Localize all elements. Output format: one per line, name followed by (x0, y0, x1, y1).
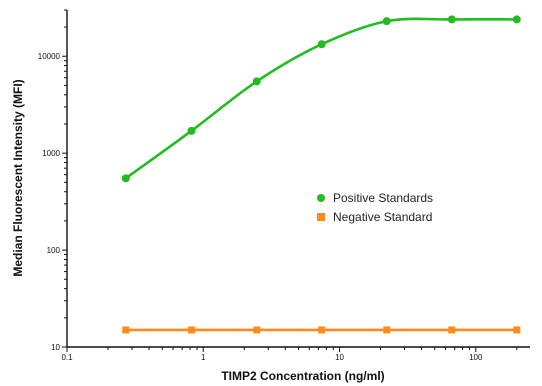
positive-standard-point (121, 174, 130, 183)
positive-standard-point (187, 126, 196, 135)
series-markers (121, 15, 521, 334)
negative-standard-point (383, 326, 391, 334)
positive-standard-point (512, 15, 521, 24)
x-tick-label: 10 (335, 353, 344, 362)
x-axis-title: TIMP2 Concentration (ng/ml) (221, 369, 384, 383)
positive-standard-point (317, 40, 326, 49)
y-tick-label: 1000 (42, 149, 60, 158)
series-lines (125, 17, 517, 332)
negative-standard-point (318, 326, 326, 334)
negative-standard-point (188, 326, 196, 334)
positive-standard-point (252, 77, 261, 86)
y-tick-label: 10 (51, 343, 60, 352)
legend-marker-negative (317, 213, 325, 221)
legend: Positive Standards Negative Standard (317, 191, 433, 224)
positive-standard-point (447, 15, 456, 24)
y-tick-label: 100 (47, 246, 61, 255)
negative-standard-point (448, 326, 456, 334)
negative-standard-point (253, 326, 261, 334)
x-tick-label: 0.1 (61, 353, 73, 362)
negative-standard-point (513, 326, 521, 334)
y-axis-title: Median Fluorescent Intensity (MFI) (11, 79, 25, 276)
axes (62, 9, 530, 352)
negative-standard-point (122, 326, 130, 334)
positive-standard-point (382, 17, 391, 26)
y-tick-label: 10000 (38, 52, 61, 61)
legend-label: Negative Standard (333, 210, 432, 224)
x-tick-label: 1 (201, 353, 206, 362)
tick-labels: 0.1 1 10 100 10 100 1000 10000 (38, 52, 483, 362)
legend-marker-positive (317, 194, 325, 202)
x-tick-label: 100 (469, 353, 483, 362)
legend-label: Positive Standards (333, 191, 433, 205)
